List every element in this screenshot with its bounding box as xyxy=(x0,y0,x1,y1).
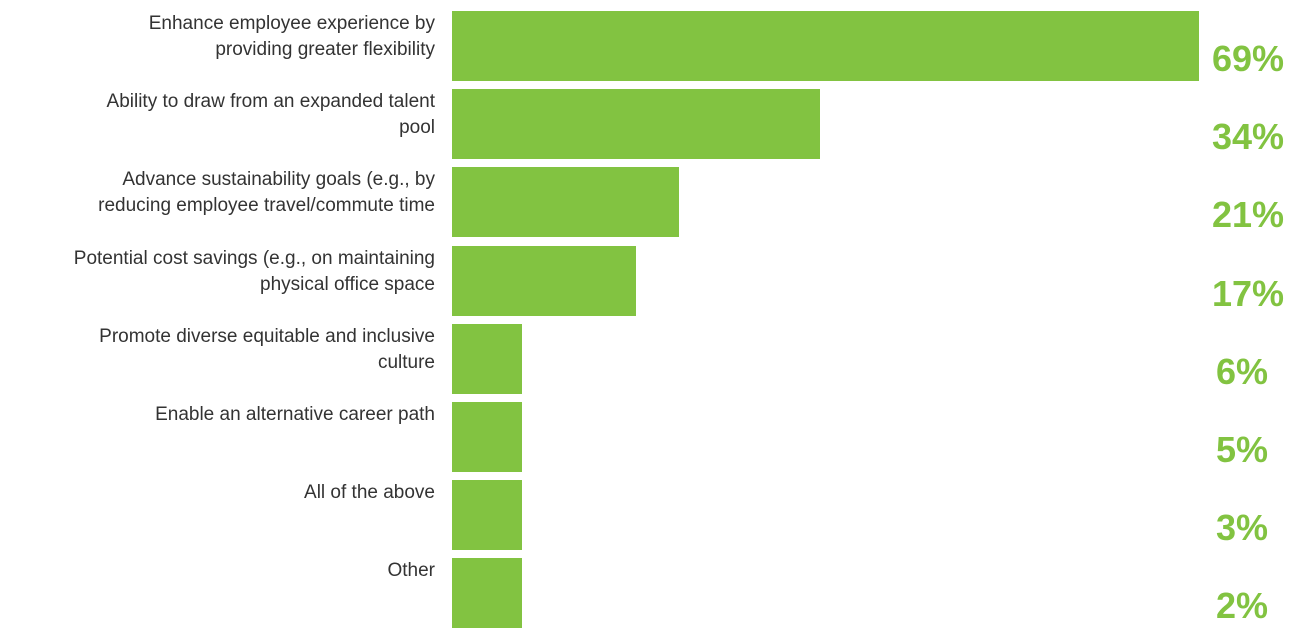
value-label: 69% xyxy=(1212,38,1285,79)
bar-row: Enable an alternative career path 5% xyxy=(0,402,1314,472)
value-label: 34% xyxy=(1212,116,1285,158)
category-label: Enhance employee experience by providing… xyxy=(148,13,435,60)
category-label: Other xyxy=(387,560,435,582)
bar xyxy=(452,167,679,238)
bar-row: All of the above 3% xyxy=(0,480,1314,551)
category-label: Enable an alternative career path xyxy=(155,404,435,425)
category-label: Ability to draw from an expanded talent … xyxy=(106,91,435,139)
bar-row: Promote diverse equitable and inclusive … xyxy=(0,323,1314,394)
bar xyxy=(452,11,1199,81)
category-label: Promote diverse equitable and inclusive … xyxy=(99,325,435,373)
category-label: Advance sustainability goals (e.g., by r… xyxy=(98,169,435,217)
bar xyxy=(452,558,522,629)
value-label: 3% xyxy=(1216,507,1269,549)
bar-row: Enhance employee experience by providing… xyxy=(0,11,1314,81)
value-label: 6% xyxy=(1216,350,1269,392)
category-label: Potential cost savings (e.g., on maintai… xyxy=(73,247,435,295)
bar-row: Potential cost savings (e.g., on maintai… xyxy=(0,245,1314,316)
value-label: 5% xyxy=(1216,429,1269,470)
bar xyxy=(452,480,522,551)
value-label: 17% xyxy=(1212,272,1285,314)
bar-row: Ability to draw from an expanded talent … xyxy=(0,89,1314,160)
value-label: 2% xyxy=(1216,585,1269,627)
bar-chart: Enhance employee experience by providing… xyxy=(0,11,1314,629)
bar-row: Other 2% xyxy=(0,558,1314,629)
bar xyxy=(452,245,636,316)
value-label: 21% xyxy=(1212,194,1285,236)
bar-row: Advance sustainability goals (e.g., by r… xyxy=(0,167,1314,238)
bar xyxy=(452,323,522,394)
bar xyxy=(452,402,522,472)
bar xyxy=(452,89,820,160)
category-label: All of the above xyxy=(304,482,435,504)
